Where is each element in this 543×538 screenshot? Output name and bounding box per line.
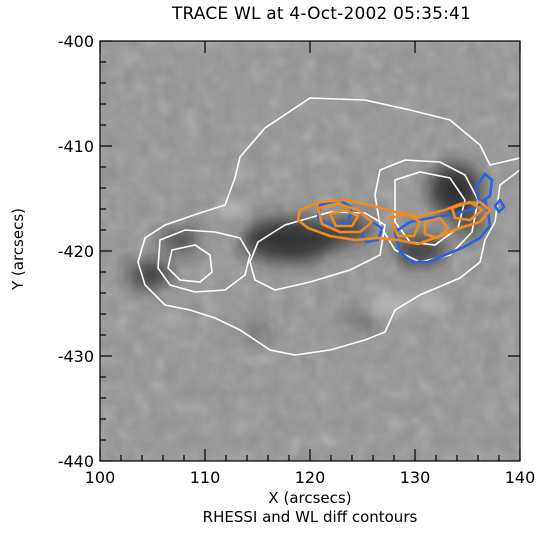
rhessi-contours-orange [296,198,492,246]
bright-features [156,200,446,328]
x-tick-label: 140 [505,468,536,487]
rhessi-orange-inner-4 [423,216,450,240]
plot-title: TRACE WL at 4-Oct-2002 05:35:41 [171,4,472,24]
x-tick-label: 110 [190,468,221,487]
y-tick-label: -410 [58,137,94,156]
y-tick-label: -430 [58,347,94,366]
rhessi-blue-small [493,198,506,214]
y-tick-label: -440 [58,452,94,471]
x-tick-label: 120 [295,468,326,487]
y-axis-label: Y (arcsecs) [9,207,27,291]
wl-contour-outer [137,97,520,356]
x-axis-label: X (arcsecs) [268,489,352,507]
rhessi-orange-right [450,200,484,222]
y-tick-label: -400 [58,32,94,51]
rhessi-orange-inner-1 [316,202,374,234]
x-tick-label: 130 [400,468,431,487]
y-tick-label: -420 [58,242,94,261]
wl-contour-middle [249,211,386,291]
wl-contour-right [374,159,479,263]
wl-contour-left [157,229,251,293]
x-tick-labels: 100 110 120 130 140 [85,468,536,487]
rhessi-blue-top [473,172,494,205]
x-tick-label: 100 [85,468,116,487]
rhessi-blue-main [393,198,492,264]
subcaption: RHESSI and WL diff contours [202,508,418,526]
tick-marks [99,40,521,462]
y-tick-labels: -400 -410 -420 -430 -440 [58,32,94,471]
trace-wl-image [100,41,520,461]
rhessi-orange-inner-2 [328,208,360,228]
wl-contour-left-inner [167,244,213,283]
rhessi-orange-outer [296,198,492,246]
rhessi-orange-inner-3 [388,212,422,238]
